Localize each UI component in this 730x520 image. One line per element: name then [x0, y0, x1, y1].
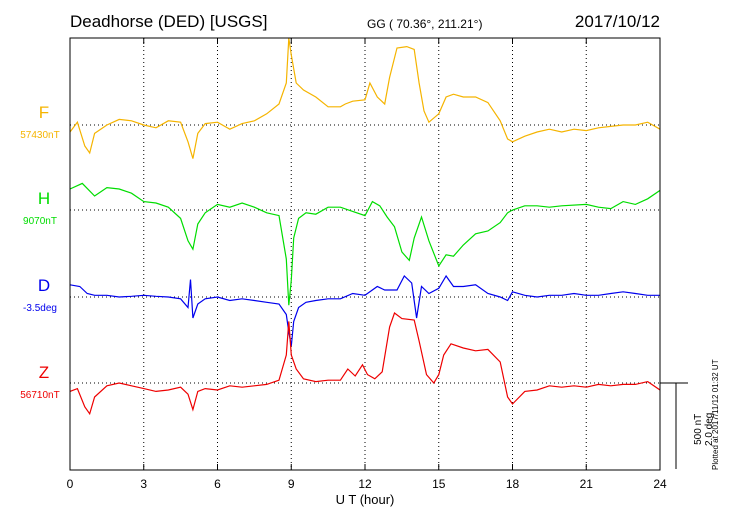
scale-label: 500 nT 2.0 deg — [693, 413, 715, 446]
series-label-z: Z — [39, 363, 49, 382]
x-axis-label: U T (hour) — [336, 492, 395, 507]
chart-date: 2017/10/12 — [574, 12, 660, 31]
x-tick-label: 0 — [67, 477, 74, 491]
x-tick-label: 15 — [432, 477, 446, 491]
x-tick-label: 21 — [580, 477, 594, 491]
x-tick-label: 18 — [506, 477, 520, 491]
chart-title: Deadhorse (DED) [USGS] — [70, 12, 268, 31]
scale-label-deg: 2.0 deg — [704, 412, 715, 446]
x-tick-label: 9 — [288, 477, 295, 491]
scale-label-nt: 500 nT — [693, 413, 704, 445]
series-line-f — [70, 38, 660, 159]
x-tick-label: 24 — [653, 477, 667, 491]
series-label-d: D — [38, 276, 50, 295]
x-tick-label: 6 — [214, 477, 221, 491]
series-baseline-f: 57430nT — [20, 130, 59, 141]
series-baseline-h: 9070nT — [23, 216, 57, 227]
x-tick-label: 12 — [358, 477, 372, 491]
series-line-z — [70, 312, 660, 416]
station-coordinates: GG ( 70.36°, 211.21°) — [367, 17, 483, 31]
series-label-h: H — [38, 189, 50, 208]
series-line-d — [70, 274, 660, 347]
x-tick-label: 3 — [140, 477, 147, 491]
series-baseline-d: -3.5deg — [23, 303, 57, 314]
series-baseline-z: 56710nT — [20, 390, 59, 401]
series-label-f: F — [39, 103, 49, 122]
series-line-h — [70, 182, 660, 306]
